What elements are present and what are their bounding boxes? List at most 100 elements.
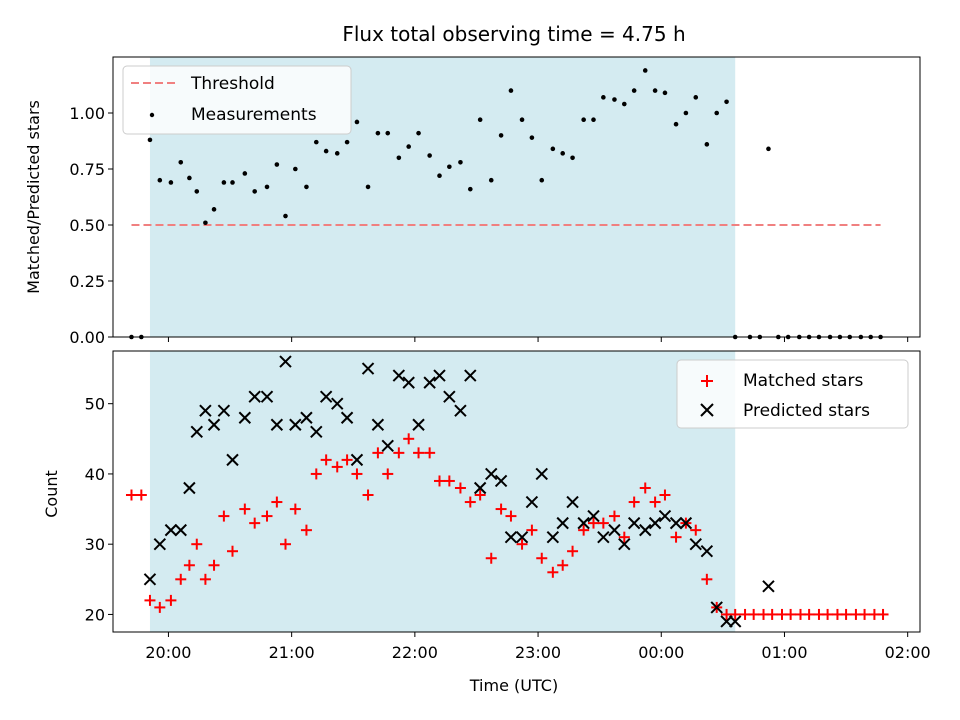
predicted-stars-point — [485, 467, 498, 481]
count-plot-frame — [112, 350, 921, 633]
measurement-point — [375, 130, 381, 136]
predicted-stars-point — [464, 369, 477, 382]
matched-stars-point — [393, 447, 405, 459]
predicted-stars-point — [556, 516, 569, 530]
matched-stars-point — [608, 510, 620, 522]
predicted-stars-point — [270, 418, 284, 431]
matched-stars-point — [628, 496, 640, 508]
predicted-stars-point — [238, 411, 252, 424]
predicted-stars-point — [361, 362, 375, 375]
measurement-point — [203, 220, 208, 226]
matched-stars-point — [372, 447, 384, 459]
measurement-point — [427, 153, 432, 158]
measurement-point — [622, 101, 627, 107]
measurement-point — [560, 151, 566, 156]
matched-stars-point — [729, 608, 741, 620]
measurement-point — [581, 117, 586, 123]
predicted-stars-point — [700, 545, 714, 558]
measurement-point — [334, 151, 340, 156]
x-tick-label: 22:00 — [392, 643, 438, 662]
measurement-point — [157, 177, 163, 183]
measurement-point — [477, 117, 483, 123]
matched-stars-point — [175, 573, 187, 585]
matched-stars-point — [588, 517, 600, 529]
measurement-point — [652, 88, 658, 93]
measurement-point — [437, 173, 442, 179]
measurement-point — [631, 88, 637, 93]
ratio-legend: Threshold Measurements — [122, 65, 352, 135]
matched-stars-point — [578, 524, 590, 536]
legend-predicted-swatch — [700, 403, 714, 417]
matched-stars-point — [351, 468, 363, 480]
matched-stars-point — [639, 482, 651, 494]
y-tick-label: 1.00 — [69, 104, 105, 123]
measurement-point — [242, 171, 248, 176]
measurement-point — [293, 166, 298, 172]
predicted-stars-point — [143, 573, 157, 586]
predicted-stars-point — [515, 530, 529, 544]
matched-stars-point — [803, 608, 815, 620]
matched-stars-point — [424, 447, 436, 459]
legend-threshold-label: Threshold — [190, 74, 275, 94]
measurement-point — [714, 110, 720, 116]
measurement-point — [344, 139, 350, 145]
measurement-point — [178, 159, 184, 165]
matched-stars-point — [331, 461, 343, 473]
predicted-stars-point — [183, 481, 196, 495]
measurement-point — [274, 162, 280, 167]
matched-stars-point — [300, 524, 312, 536]
matched-stars-point — [701, 573, 713, 585]
predicted-stars-point — [566, 495, 579, 509]
measurement-point — [264, 184, 270, 190]
predicted-stars-point — [504, 530, 518, 544]
matched-stars-point — [320, 454, 332, 466]
predicted-stars-point — [310, 425, 323, 438]
y-tick-label: 30 — [85, 535, 105, 554]
predicted-stars-point — [350, 453, 364, 467]
predicted-stars-point — [340, 411, 354, 424]
matched-stars-point — [413, 447, 425, 459]
matched-stars-point — [165, 594, 177, 606]
x-tick-label: 23:00 — [515, 643, 561, 662]
predicted-stars-point — [443, 390, 456, 403]
measurement-point — [570, 155, 575, 161]
ratio-x-ticks — [167, 337, 909, 342]
measurement-point — [458, 159, 463, 165]
matched-stars-point — [464, 496, 476, 508]
legend-matched-label: Matched stars — [743, 371, 863, 391]
matched-stars-point — [766, 608, 778, 620]
measurement-point — [766, 146, 771, 152]
predicted-stars-point — [762, 580, 775, 593]
legend-measurements-swatch — [149, 112, 155, 118]
matched-stars-point — [822, 608, 834, 620]
matched-stars-point — [382, 468, 394, 480]
matched-stars-point — [748, 608, 760, 620]
y-tick-label: 40 — [85, 465, 105, 484]
matched-stars-point — [670, 531, 682, 543]
measurement-point — [194, 189, 200, 194]
y-tick-label: 20 — [85, 605, 105, 624]
matched-stars-point — [567, 545, 579, 557]
measurement-point — [683, 110, 689, 116]
measurement-point — [304, 184, 309, 190]
ratio-y-axis: 0.00 0.25 0.50 0.75 1.00 — [69, 104, 113, 347]
legend-matched-swatch — [701, 375, 713, 387]
ratio-plot-frame — [112, 56, 921, 338]
measurement-point — [323, 148, 329, 154]
measurement-point — [252, 189, 257, 194]
matched-stars-point — [516, 538, 528, 550]
matched-stars-point — [403, 433, 415, 445]
measurement-point — [385, 130, 391, 136]
matched-stars-point — [785, 608, 797, 620]
matched-stars-point — [474, 489, 486, 501]
predicted-stars-point — [658, 509, 672, 523]
matched-stars-point — [526, 524, 538, 536]
legend-measurements-label: Measurements — [191, 105, 317, 125]
matched-stars-point — [261, 510, 273, 522]
predicted-stars-point — [217, 404, 231, 417]
matched-stars-point — [279, 538, 291, 550]
x-axis-label: Time (UTC) — [469, 676, 558, 695]
measurement-point — [662, 90, 668, 96]
predicted-stars-point — [207, 418, 221, 431]
count-y-axis: 20 30 40 50 — [85, 395, 113, 624]
